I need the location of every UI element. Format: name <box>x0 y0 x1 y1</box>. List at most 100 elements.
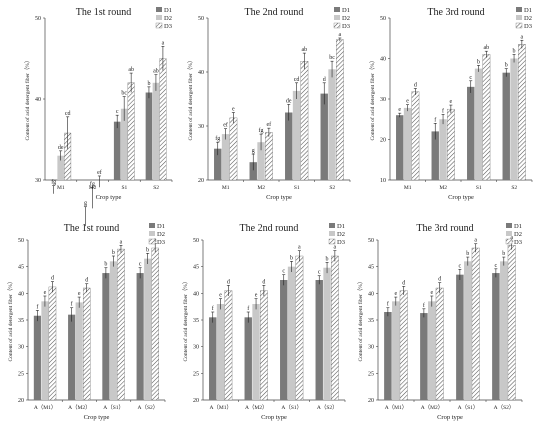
chart-panel-4: The 1st round 20 25 30 35 40 45 50 Content of ac… <box>7 223 166 421</box>
y-tick-label: 40 <box>35 97 41 103</box>
significance-letter: d <box>85 278 88 284</box>
bar-d3 <box>435 287 444 401</box>
y-tick-label: 35 <box>193 318 199 324</box>
significance-letter: b <box>477 59 480 65</box>
legend-swatch-d1 <box>156 7 162 12</box>
bar-d1 <box>467 86 475 180</box>
bar-d1 <box>68 314 76 400</box>
x-tick-label: M1 <box>57 185 65 191</box>
bar-d1 <box>102 273 110 400</box>
significance-letter: d <box>414 82 417 88</box>
significance-letter: ab <box>128 67 134 73</box>
legend-label: D3 <box>342 23 350 30</box>
bar-d1 <box>456 274 464 400</box>
bar-d1 <box>113 121 121 180</box>
significance-letter: c <box>116 109 119 115</box>
significance-letter: e <box>394 291 397 297</box>
legend-label: D2 <box>337 231 345 238</box>
bar-d2 <box>109 261 117 400</box>
bar-d2 <box>75 302 83 400</box>
significance-letter: c <box>495 263 498 269</box>
y-axis-label: Content of acid detergent fiber（%） <box>7 279 14 362</box>
significance-letter: f <box>434 116 436 123</box>
significance-letter: b <box>112 250 115 256</box>
bar-d2 <box>328 69 336 180</box>
legend-swatch-d2 <box>506 231 512 236</box>
legend-label: D1 <box>524 7 532 14</box>
legend-swatch-d2 <box>149 231 155 236</box>
y-tick-label: 30 <box>35 178 41 184</box>
significance-letter: b <box>505 63 508 69</box>
y-tick-label: 50 <box>35 16 41 22</box>
significance-letter: f <box>442 107 444 114</box>
bar-d3 <box>229 117 238 181</box>
y-tick-label: 45 <box>368 265 374 271</box>
significance-letter: de <box>58 145 64 151</box>
bar-d3 <box>48 286 57 401</box>
legend-label: D2 <box>157 231 165 238</box>
bar-d2 <box>216 304 225 400</box>
legend-label: D3 <box>524 23 532 30</box>
significance-letter: e <box>406 99 409 105</box>
significance-letter: ab <box>302 47 308 53</box>
significance-letter: bc <box>329 55 335 61</box>
significance-letter: c <box>139 262 142 268</box>
bar-d2 <box>464 261 472 400</box>
x-tick-label: A（S1） <box>281 404 302 411</box>
x-tick-label: M1 <box>404 185 412 191</box>
bar-d2 <box>257 142 265 180</box>
y-tick-label: 25 <box>193 371 199 377</box>
legend-label: D3 <box>514 239 522 246</box>
legend-label: D1 <box>337 223 345 230</box>
chart-title: The 2nd round <box>240 223 299 234</box>
bar-d2 <box>474 68 483 180</box>
bar-d1 <box>315 280 323 400</box>
bar-d3 <box>411 91 420 181</box>
y-axis-label: Content of acid detergent fiber（%） <box>24 58 31 141</box>
bar-d1 <box>209 317 217 400</box>
significance-letter: fg <box>51 179 56 186</box>
chart-title: The 1st round <box>64 223 120 234</box>
significance-letter: f <box>423 302 425 309</box>
chart-title: The 2nd round <box>245 7 304 18</box>
legend-swatch-d2 <box>156 15 162 20</box>
x-tick-label: M1 <box>222 185 230 191</box>
y-axis-label: Content of acid detergent fiber（%） <box>187 58 194 141</box>
significance-letter: e <box>219 293 222 299</box>
bar-d3 <box>518 44 526 181</box>
x-axis-label: Crop type <box>261 414 287 421</box>
bar-d3 <box>127 82 135 181</box>
x-tick-label: M2 <box>439 185 447 191</box>
legend-swatch-d2 <box>329 231 335 236</box>
y-tick-label: 20 <box>368 398 374 404</box>
significance-letter: e <box>255 293 258 299</box>
legend-swatch-d2 <box>516 15 522 20</box>
legend-label: D1 <box>157 223 165 230</box>
legend-swatch-d3 <box>148 238 156 245</box>
legend-label: D2 <box>342 15 350 22</box>
significance-letter: b <box>513 48 516 54</box>
y-tick-label: 30 <box>198 124 204 130</box>
bar-d2 <box>120 108 128 180</box>
y-tick-label: 20 <box>193 398 199 404</box>
significance-letter: f <box>212 305 214 312</box>
legend-label: D2 <box>164 15 172 22</box>
bar-d2 <box>287 266 296 400</box>
y-tick-label: 20 <box>18 398 24 404</box>
bar-d1 <box>420 313 428 400</box>
significance-letter: f <box>71 301 73 308</box>
legend-swatch-d3 <box>505 238 513 245</box>
y-tick-label: 40 <box>380 57 386 63</box>
significance-letter: bc <box>121 91 127 97</box>
significance-letter: c <box>469 75 472 81</box>
legend-swatch-d1 <box>149 223 155 228</box>
bar-d2 <box>221 134 230 180</box>
bar-d3 <box>82 287 91 401</box>
x-tick-label: S1 <box>476 185 482 191</box>
y-tick-label: 30 <box>193 345 199 351</box>
y-axis-label: Content of acid detergent fiber（%） <box>182 279 189 362</box>
bar-d2 <box>292 90 301 180</box>
x-tick-label: A（M1） <box>34 404 57 411</box>
chart-title: The 1st round <box>76 7 132 18</box>
bar-d2 <box>392 301 400 400</box>
